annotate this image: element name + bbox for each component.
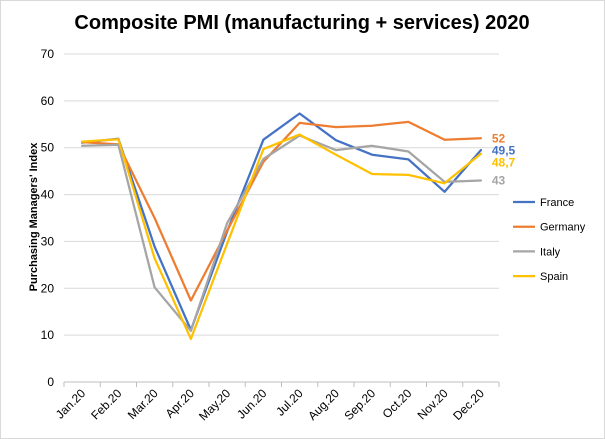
x-tick-label: Jul.20	[273, 386, 306, 419]
end-value-label: 43	[492, 174, 506, 188]
legend-label: Spain	[540, 271, 568, 283]
axes: 0 10 20 30 40 50 60 70 Jan.20 Feb.20 Mar.20 Apr.20 M…	[41, 47, 500, 423]
legend-label: Germany	[540, 222, 586, 234]
series-line-spain	[80, 133, 483, 341]
y-tick-label: 60	[41, 94, 55, 108]
end-value-label: 48,7	[492, 155, 516, 169]
x-tick-label: Nov.20	[415, 386, 451, 422]
gridlines	[64, 53, 499, 336]
x-tick-label: Feb.20	[88, 386, 125, 423]
legend: France Germany Italy Spain	[513, 197, 586, 283]
y-tick-label: 40	[41, 188, 55, 202]
chart-title: Composite PMI (manufacturing + services)…	[74, 12, 529, 34]
legend-label: France	[540, 197, 574, 209]
x-tick-label: Dec.20	[450, 386, 487, 423]
y-tick-label: 20	[41, 281, 55, 295]
y-tick-label: 30	[41, 234, 55, 248]
x-tick-label: Oct.20	[380, 386, 415, 421]
x-tick-label: Sep.20	[341, 386, 378, 423]
end-value-label: 49,5	[492, 143, 516, 157]
x-tick-label: Aug.20	[305, 386, 342, 423]
y-tick-label: 10	[41, 328, 55, 342]
series-lines	[80, 112, 483, 341]
x-tick-label: Apr.20	[163, 386, 198, 421]
end-value-label: 52	[492, 131, 506, 145]
x-tick-label: Mar.20	[125, 386, 161, 422]
y-tick-label: 70	[41, 47, 55, 61]
legend-label: Italy	[540, 246, 561, 258]
y-tick-label: 0	[47, 375, 54, 389]
series-line-italy	[80, 134, 483, 333]
series-line-france	[80, 112, 483, 332]
x-tick-label: May.20	[196, 386, 233, 423]
y-axis-label: Purchasing Managers' Index	[28, 142, 40, 292]
x-tick-label: Jan.20	[53, 386, 89, 422]
x-tick-label: Jun.20	[234, 386, 270, 422]
y-tick-label: 50	[41, 141, 55, 155]
